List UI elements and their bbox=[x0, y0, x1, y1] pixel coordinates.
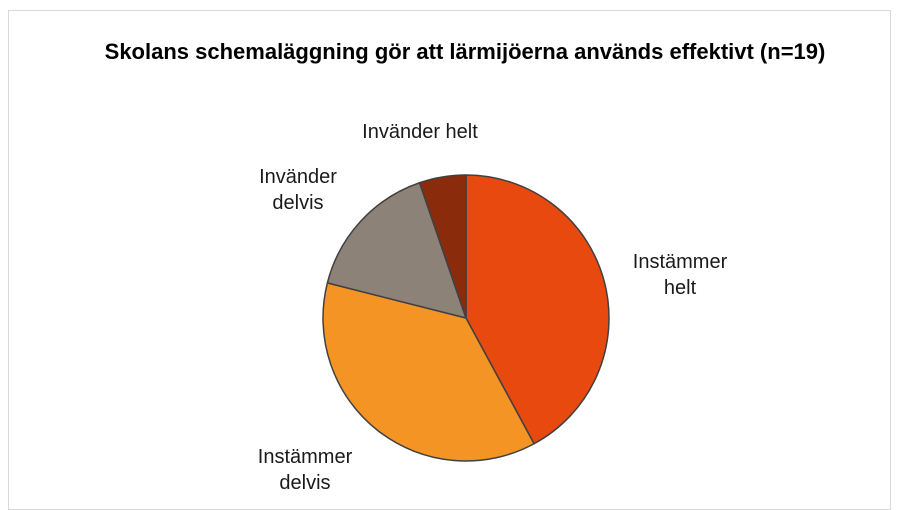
slice-label: Instämmer delvis bbox=[257, 446, 353, 494]
page: {"chart_data": {"type": "pie", "title": … bbox=[8, 10, 891, 510]
slice-label: Instämmer helt bbox=[632, 251, 728, 299]
pie-slice bbox=[418, 174, 467, 319]
pie-slice bbox=[465, 174, 610, 445]
chart bbox=[322, 174, 610, 462]
chart-title: Skolans schemaläggning gör att lärmijöer… bbox=[104, 39, 826, 64]
slice-label: Invänder helt bbox=[362, 121, 478, 143]
slice-label: Invänder delvis bbox=[259, 166, 337, 214]
pie-slice bbox=[322, 282, 535, 462]
pie-slice bbox=[326, 181, 467, 319]
